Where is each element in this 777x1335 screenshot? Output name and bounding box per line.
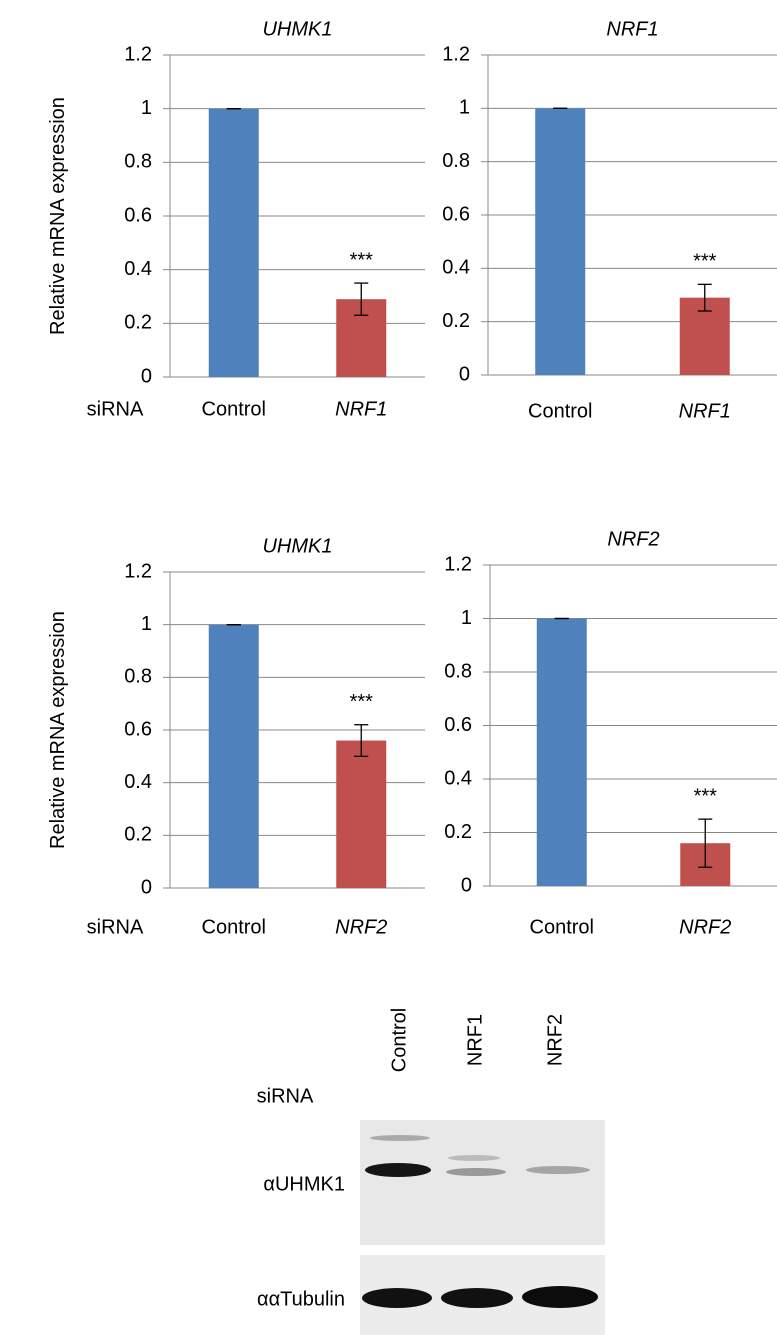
significance: ***	[693, 251, 717, 273]
figure: siRNA αUHMK1 ααTubulin Control NRF1 NRF2…	[0, 0, 777, 1335]
x-label: siRNA	[87, 398, 144, 420]
x-tick-label: Control	[202, 916, 266, 938]
band	[370, 1135, 430, 1141]
x-tick-label: Control	[202, 398, 266, 420]
band	[448, 1155, 500, 1161]
bar	[209, 109, 259, 377]
bar	[535, 108, 585, 375]
y-tick-label: 0	[141, 365, 152, 387]
y-tick-label: 0.4	[124, 258, 152, 280]
x-tick-label: NRF1	[679, 400, 731, 422]
band	[526, 1166, 590, 1174]
y-tick-label: 0.4	[124, 771, 152, 793]
y-label: Relative mRNA expression	[46, 96, 70, 336]
y-tick-label: 0.2	[442, 310, 470, 332]
band	[446, 1168, 506, 1176]
blot-row-label: αUHMK1	[263, 1173, 345, 1195]
blot-row-label: ααTubulin	[257, 1288, 345, 1310]
y-tick-label: 1.2	[444, 553, 472, 575]
chart-title: UHMK1	[262, 535, 332, 557]
bar	[209, 625, 259, 888]
blot-lane-label: NRF2	[544, 1014, 566, 1066]
y-tick-label: 0.8	[124, 666, 152, 688]
blot-lane-label: Control	[388, 1008, 410, 1072]
chart-title: NRF2	[607, 528, 659, 550]
band	[522, 1286, 598, 1308]
x-label: siRNA	[87, 916, 144, 938]
y-tick-label: 1.2	[442, 43, 470, 65]
significance: ***	[350, 249, 374, 271]
chart-title: NRF1	[606, 18, 658, 40]
x-tick-label: NRF2	[335, 916, 387, 938]
y-label: Relative mRNA expression	[46, 610, 70, 850]
y-tick-label: 1	[141, 97, 152, 119]
y-tick-label: 1	[141, 613, 152, 635]
band	[365, 1163, 431, 1177]
band	[362, 1288, 432, 1308]
charts: siRNA αUHMK1 ααTubulin Control NRF1 NRF2…	[0, 0, 777, 1335]
significance: ***	[350, 691, 374, 713]
y-tick-label: 1.2	[124, 43, 152, 65]
significance: ***	[694, 785, 718, 807]
y-tick-label: 0.6	[124, 718, 152, 740]
x-tick-label: NRF2	[679, 916, 731, 938]
chart-title: UHMK1	[262, 18, 332, 40]
blot-label: siRNA	[257, 1085, 314, 1107]
blot-lane-label: NRF1	[464, 1014, 486, 1066]
x-tick-label: Control	[528, 400, 592, 422]
y-tick-label: 0	[141, 876, 152, 898]
y-tick-label: 0.6	[442, 203, 470, 225]
y-tick-label: 0.2	[444, 821, 472, 843]
y-tick-label: 0.6	[444, 714, 472, 736]
x-tick-label: NRF1	[335, 398, 387, 420]
bar	[336, 741, 386, 888]
y-tick-label: 0.4	[444, 767, 472, 789]
y-tick-label: 0.2	[124, 312, 152, 334]
bar	[537, 619, 587, 887]
y-tick-label: 0.2	[124, 824, 152, 846]
y-tick-label: 0.8	[442, 150, 470, 172]
y-tick-label: 1	[461, 607, 472, 629]
y-tick-label: 1.2	[124, 560, 152, 582]
y-tick-label: 0.4	[442, 257, 470, 279]
y-tick-label: 0.8	[124, 151, 152, 173]
band	[441, 1288, 513, 1308]
y-tick-label: 0.6	[124, 204, 152, 226]
x-tick-label: Control	[530, 916, 594, 938]
y-tick-label: 0	[459, 363, 470, 385]
y-tick-label: 1	[459, 97, 470, 119]
y-tick-label: 0.8	[444, 660, 472, 682]
y-tick-label: 0	[461, 874, 472, 896]
